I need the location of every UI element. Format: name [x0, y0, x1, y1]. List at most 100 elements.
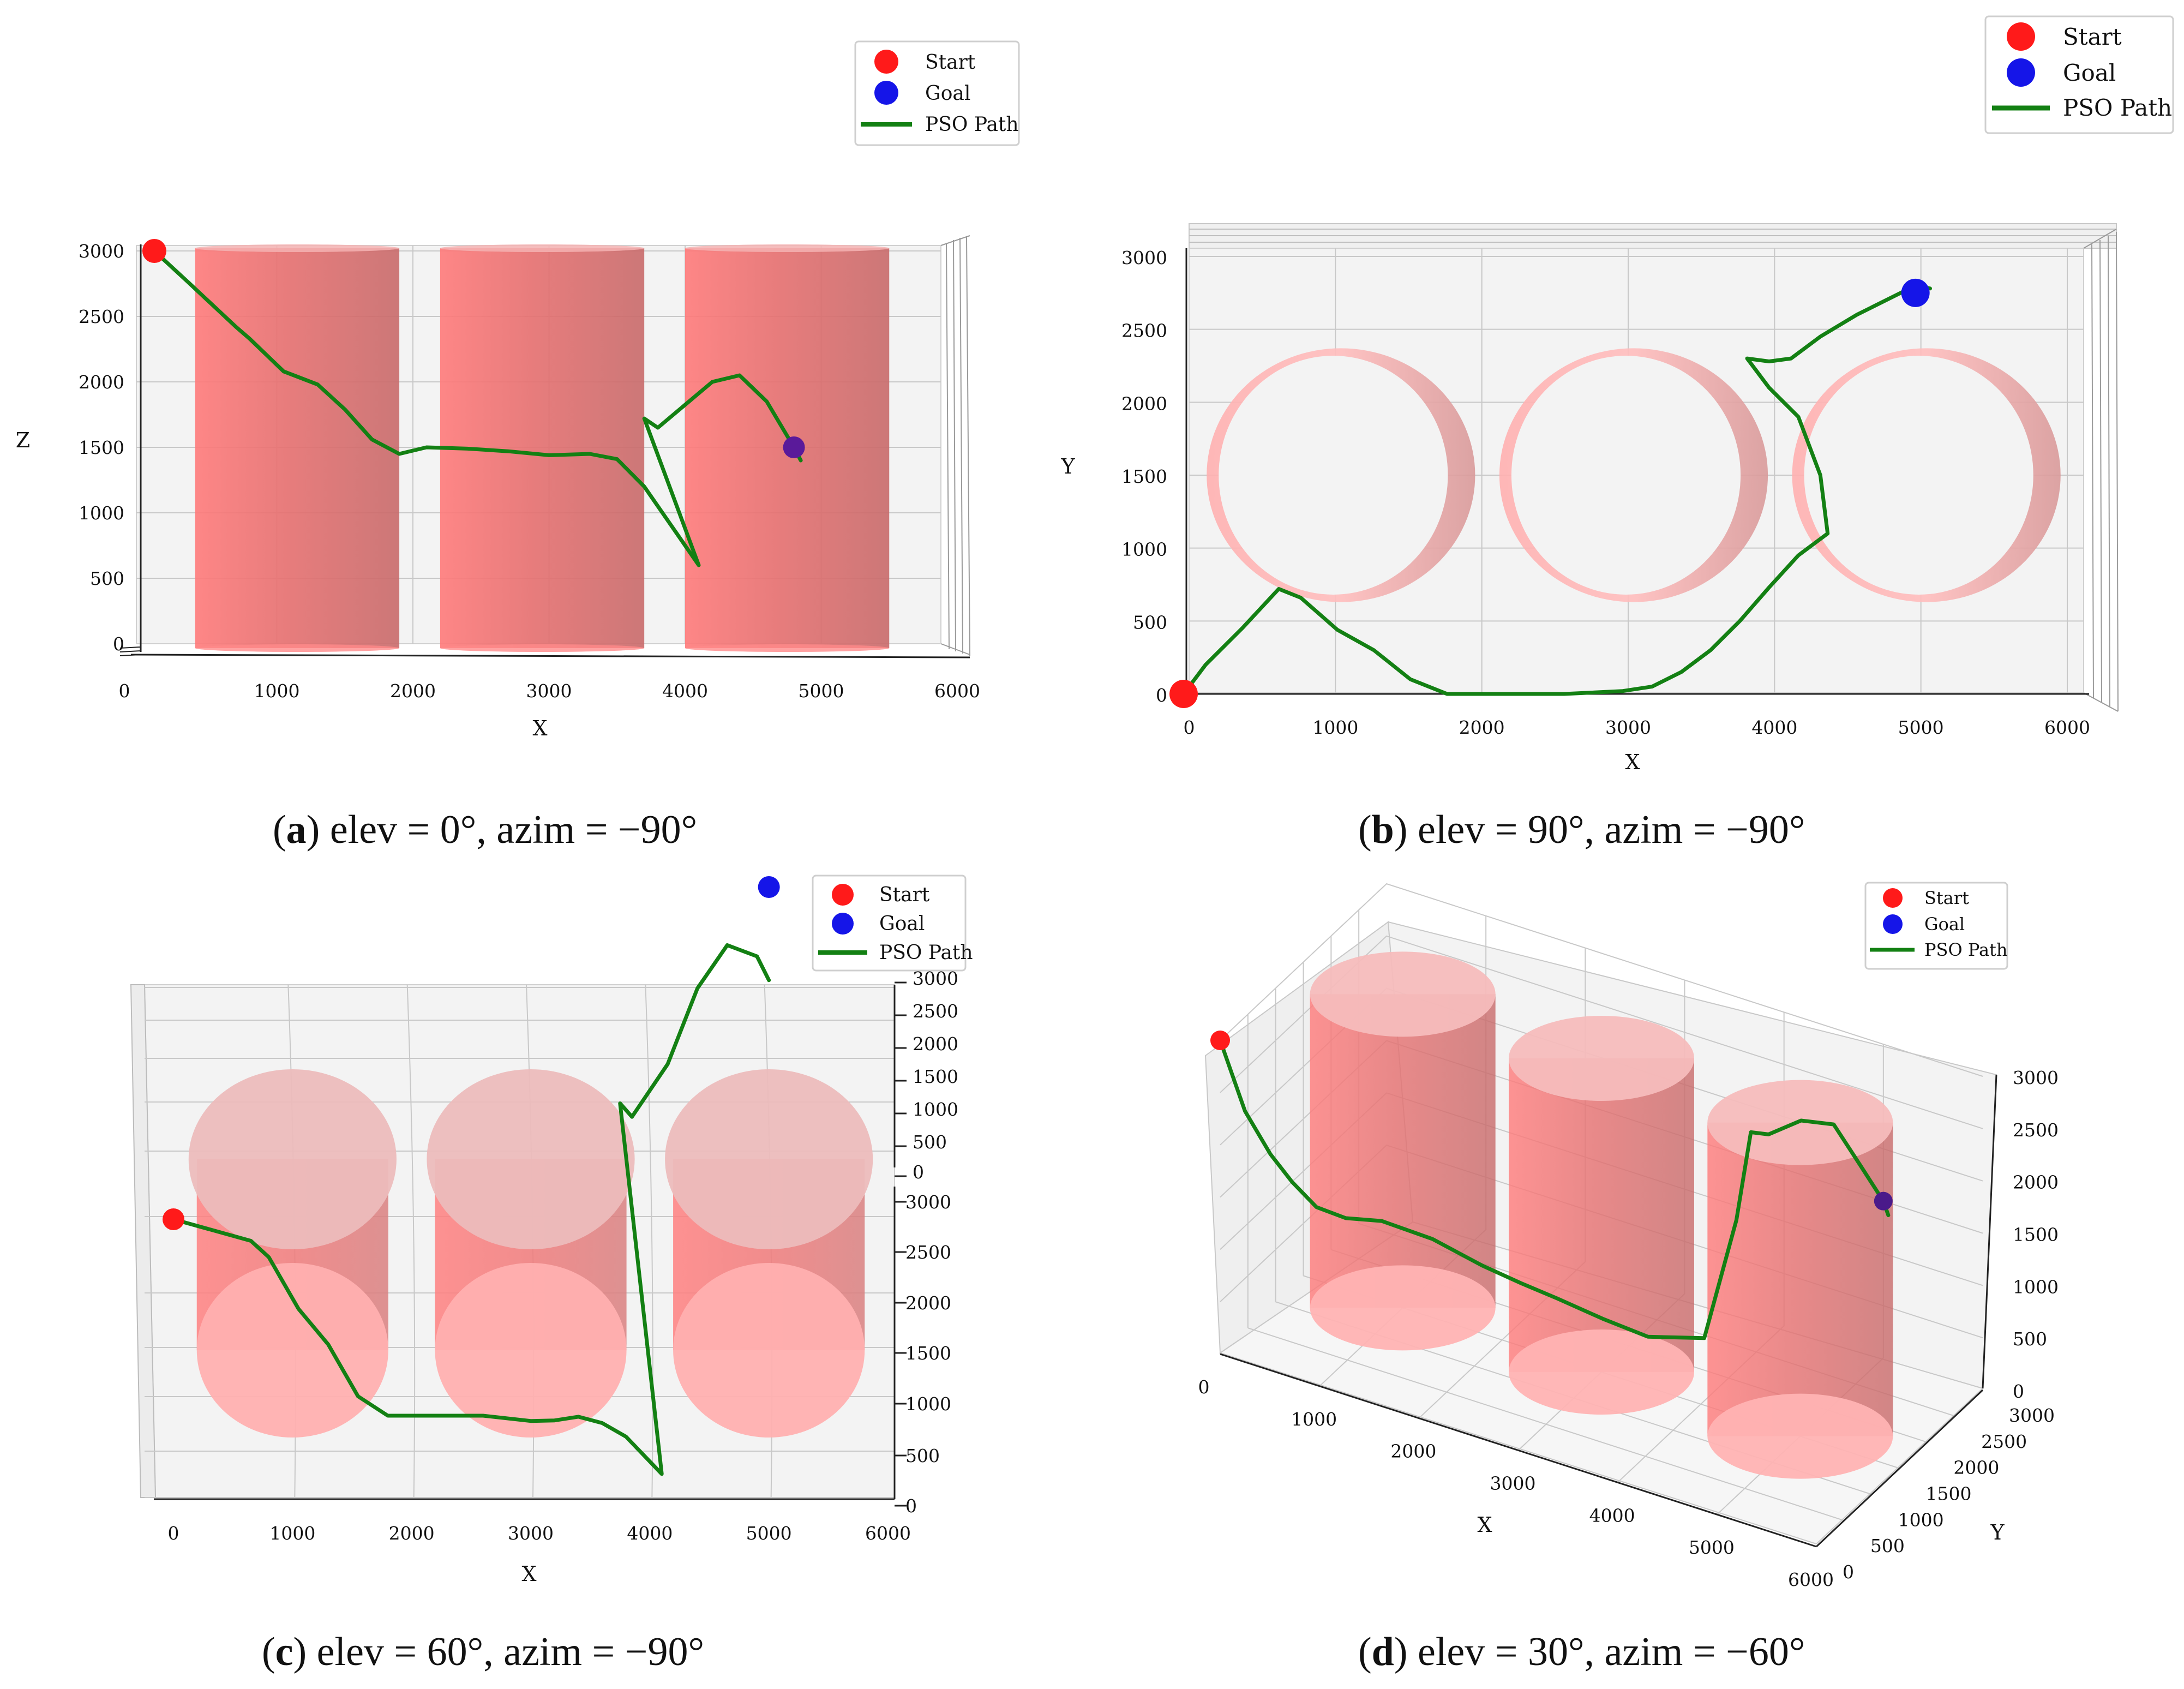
legend-frame	[1864, 882, 2008, 970]
obstacles	[1207, 348, 2061, 602]
y-axis-label: Y	[1990, 1520, 2005, 1544]
cylinder-bottom	[435, 1263, 627, 1438]
x-tick-label: 0	[1198, 1376, 1210, 1398]
caption-text: elev = 60°, azim = −90°	[317, 1630, 704, 1674]
obstacle-ring	[1499, 348, 1768, 602]
ring-inner	[1219, 356, 1448, 595]
z-tick-label: 1500	[913, 1066, 958, 1087]
x-axis-label: X	[1625, 750, 1640, 774]
top-edge-lines	[1189, 229, 2116, 243]
legend-goal-marker	[1883, 914, 1903, 934]
cylinder-top	[685, 244, 890, 252]
x-tick-label: 1000	[254, 680, 300, 702]
z-tick-label: 1000	[2013, 1276, 2059, 1297]
y-tick-label: 500	[1133, 612, 1167, 633]
obstacle-cylinder	[195, 244, 400, 652]
y-tick-label: 3000	[1121, 247, 1167, 268]
x-tick-label: 2000	[1390, 1441, 1436, 1462]
z-tick-label: 2000	[2013, 1172, 2059, 1193]
caption-letter: a	[286, 807, 307, 852]
x-tick-label: 2000	[1459, 717, 1505, 738]
z-tick-label: 3000	[2013, 1067, 2059, 1088]
y-tick-label: 1500	[905, 1343, 951, 1364]
x-tick-label: 4000	[1589, 1505, 1635, 1526]
pso-path-line	[171, 943, 771, 1476]
obstacle-cylinder	[188, 1069, 397, 1438]
legend: Start Goal PSO Path	[1864, 882, 2008, 970]
cylinder-top	[440, 244, 645, 252]
legend-start-label: Start	[879, 884, 930, 906]
cylinder-top	[665, 1069, 873, 1249]
z-tick-label: 500	[913, 1131, 947, 1153]
x-tick-label: 3000	[526, 680, 572, 702]
pso-path	[163, 876, 780, 1476]
z-axis-line	[1982, 1074, 1997, 1389]
legend-start-label: Start	[2063, 23, 2122, 50]
pso-path-line	[1181, 284, 1932, 696]
legend-start-label: Start	[1924, 888, 1969, 908]
z-tick-label: 500	[90, 568, 124, 589]
start-marker	[163, 1208, 184, 1230]
start-marker	[142, 239, 166, 263]
x-axis-label: X	[1477, 1513, 1492, 1537]
legend-start-marker	[832, 884, 854, 906]
goal-marker	[1874, 1191, 1893, 1211]
x-tick-label: 5000	[1898, 717, 1944, 738]
start-marker	[1169, 680, 1198, 708]
y-tick-label: 2500	[1121, 320, 1167, 342]
caption-text: elev = 90°, azim = −90°	[1418, 807, 1805, 852]
z-tick-label: 2000	[79, 372, 124, 393]
ring-inner	[1511, 356, 1741, 595]
x-tick-label: 1000	[269, 1523, 315, 1544]
x-tick-label: 1000	[1312, 717, 1358, 738]
x-tick-label: 6000	[934, 680, 980, 702]
cylinder-bottom	[195, 644, 400, 652]
y-tick-label: 3000	[2009, 1405, 2055, 1426]
cylinder-top	[188, 1069, 397, 1249]
x-axis-line	[1220, 1353, 1817, 1548]
legend-start-label: Start	[925, 51, 976, 74]
y-tick-label: 1000	[905, 1393, 951, 1415]
goal-marker	[1901, 278, 1930, 307]
obstacle-cylinder	[665, 1069, 873, 1438]
y-tick-label: 0	[1156, 685, 1167, 706]
y-tick-label: 0	[905, 1495, 917, 1517]
cylinder-top	[427, 1069, 635, 1249]
x-axis-label: X	[532, 716, 547, 740]
cylinder-bottom	[440, 644, 645, 652]
legend-goal-label: Goal	[1924, 914, 1965, 935]
y-tick-label: 2000	[1953, 1457, 1999, 1478]
obstacle-ring	[1207, 348, 1475, 602]
caption-letter: d	[1372, 1630, 1394, 1674]
legend: Start Goal PSO Path	[1984, 15, 2174, 134]
y-tick-label: 2500	[1981, 1431, 2027, 1452]
cylinder-bottom	[1707, 1393, 1893, 1479]
x-tick-label: 6000	[865, 1523, 911, 1544]
x-tick-label: 2000	[390, 680, 436, 702]
x-tick-label: 6000	[2044, 717, 2090, 738]
panel-b: 0 1000 2000 3000 4000 5000 6000 0 500 1000 1500 200…	[1060, 15, 2174, 852]
goal-marker	[783, 436, 805, 458]
y-tick-label: 1000	[1898, 1509, 1944, 1530]
cylinder-top	[1509, 1016, 1694, 1101]
pso-path	[1210, 1031, 1893, 1340]
x-tick-label: 0	[168, 1523, 179, 1544]
y-tick-label: 2000	[905, 1292, 951, 1314]
y-tick-label: 0	[1843, 1561, 1854, 1583]
panel-a: 0 1000 2000 3000 4000 5000 6000 0 500 1000 1500 200…	[16, 40, 1020, 852]
start-marker	[1210, 1031, 1230, 1050]
x-tick-label: 5000	[799, 680, 844, 702]
cylinder-body	[1509, 1058, 1694, 1372]
legend-start-marker	[1883, 888, 1903, 908]
bottom-ticks	[119, 646, 141, 656]
obstacle-cylinder	[427, 1069, 635, 1438]
panel-c: 0 1000 2000 3000 4000 5000 6000050010001500200…	[130, 875, 973, 1674]
z-tick-label: 1000	[913, 1099, 958, 1120]
x-tick-label: 3000	[1490, 1473, 1536, 1494]
caption-c: (c) elev = 60°, azim = −90°	[262, 1630, 704, 1674]
tick-labels: 0 1000 2000 3000 4000 5000 6000 0 500 1000 1500 200…	[79, 241, 980, 702]
grid-line-z	[1220, 883, 1983, 1077]
grid-line-v	[406, 984, 416, 1498]
ring-inner	[1804, 356, 2033, 595]
